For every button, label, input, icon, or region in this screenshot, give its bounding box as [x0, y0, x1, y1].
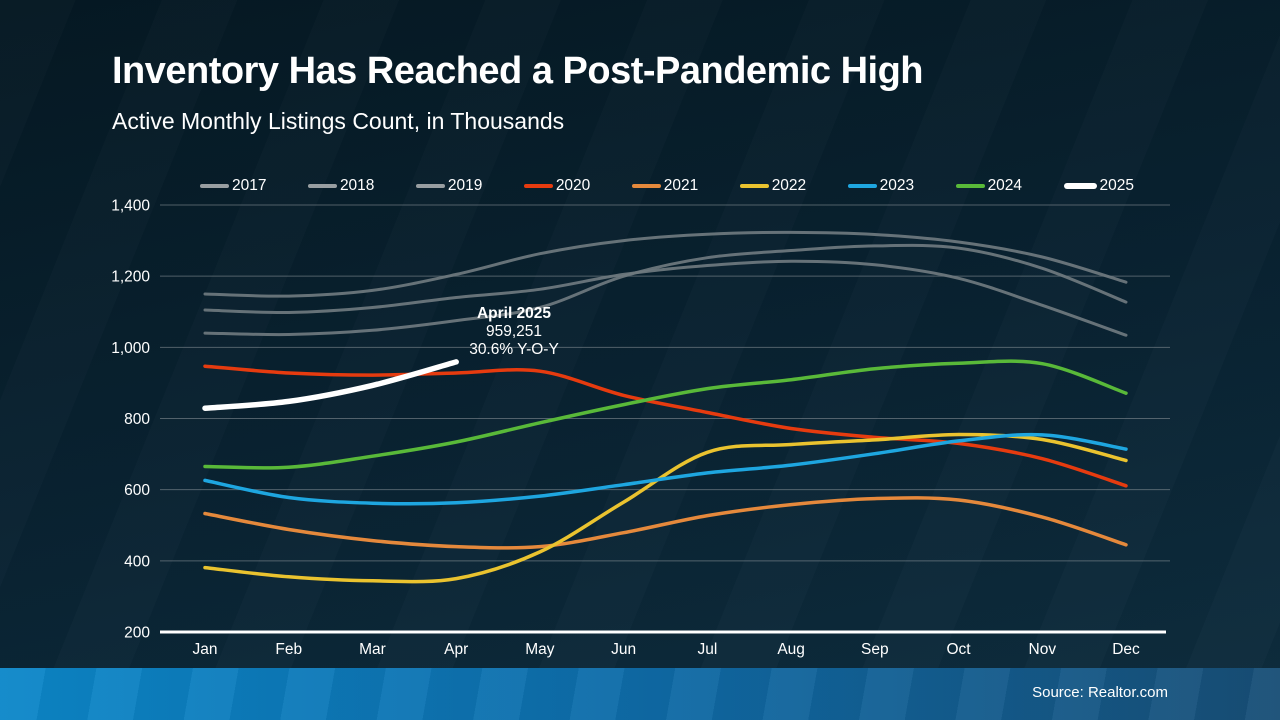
x-tick-label-sep: Sep: [861, 641, 889, 658]
x-tick-label-aug: Aug: [777, 641, 805, 658]
legend-item-2024: 2024: [955, 177, 1023, 195]
legend-swatch-2018: [307, 184, 337, 188]
x-tick-label-nov: Nov: [1029, 641, 1057, 658]
x-tick-label-dec: Dec: [1112, 641, 1140, 658]
y-tick-label-1400: 1,400: [111, 198, 150, 215]
footer-bar: Source: Realtor.com: [0, 668, 1280, 720]
legend-swatch-2023: [847, 184, 877, 188]
x-tick-label-feb: Feb: [275, 641, 302, 658]
legend-label-2017: 2017: [232, 177, 267, 194]
legend-label-2024: 2024: [987, 177, 1023, 194]
x-tick-label-apr: Apr: [444, 641, 468, 658]
gridlines: [160, 204, 1170, 634]
legend-swatch-2021: [631, 184, 661, 188]
legend-label-2019: 2019: [447, 177, 483, 194]
series-line-2025: [202, 359, 459, 411]
source-text: Source: Realtor.com: [1032, 684, 1168, 701]
legend-swatch-2017: [200, 184, 229, 188]
x-tick-label-mar: Mar: [359, 641, 386, 658]
y-tick-label-1000: 1,000: [111, 340, 150, 357]
x-tick-label-jan: Jan: [193, 641, 218, 658]
legend-swatch-2024: [955, 184, 985, 188]
series-line-2021: [203, 496, 1128, 550]
legend-item-2022: 2022: [739, 177, 807, 195]
y-tick-label-600: 600: [124, 482, 150, 499]
legend-swatch-2022: [739, 184, 769, 188]
y-tick-label-1200: 1,200: [111, 269, 150, 286]
x-tick-label-jul: Jul: [697, 641, 717, 658]
series-line-2020: [203, 364, 1128, 488]
legend-item-2019: 2019: [415, 177, 483, 195]
legend-label-2022: 2022: [771, 177, 807, 194]
annotation-title: April 2025: [476, 305, 552, 322]
series-line-2023: [203, 432, 1128, 506]
annotation-value: 959,251: [485, 323, 543, 340]
legend-label-2025: 2025: [1099, 177, 1134, 194]
legend-item-2020: 2020: [523, 177, 591, 195]
y-tick-label-200: 200: [124, 625, 150, 642]
series-line-2024: [203, 359, 1128, 470]
series-line-2019: [203, 259, 1128, 337]
y-tick-label-800: 800: [124, 411, 150, 428]
chart-annotation: April 2025 959,251 30.6% Y-O-Y: [469, 305, 559, 359]
chart-legend: 2017 2018 2019 2020 2021 2022 2023 2024 2025: [200, 176, 1134, 196]
legend-swatch-2020: [523, 184, 553, 188]
series-lines: [202, 230, 1128, 584]
legend-label-2018: 2018: [339, 177, 375, 194]
x-tick-label-jun: Jun: [611, 641, 636, 658]
series-line-2017: [203, 230, 1128, 298]
x-tick-label-oct: Oct: [947, 641, 972, 658]
page-subtitle: Active Monthly Listings Count, in Thousa…: [112, 108, 565, 134]
series-line-2018: [203, 243, 1128, 337]
legend-swatch-2025: [1063, 183, 1097, 189]
legend-item-2021: 2021: [631, 177, 699, 195]
legend-swatch-2019: [415, 184, 445, 188]
page-title: Inventory Has Reached a Post-Pandemic Hi…: [112, 50, 924, 92]
y-tick-label-400: 400: [124, 553, 150, 570]
legend-item-2018: 2018: [307, 177, 375, 195]
legend-item-2023: 2023: [847, 177, 915, 195]
legend-label-2020: 2020: [555, 177, 591, 194]
x-tick-label-may: May: [525, 641, 555, 658]
legend-item-2025: 2025: [1063, 177, 1134, 195]
annotation-yoy: 30.6% Y-O-Y: [469, 341, 559, 358]
series-line-2022: [203, 432, 1128, 584]
legend-item-2017: 2017: [200, 177, 266, 195]
legend-label-2023: 2023: [879, 177, 915, 194]
axis-labels: 1,400 1,200 1,000 800 600 400 200 Jan Feb Mar Apr M…: [111, 198, 1140, 659]
legend-label-2021: 2021: [663, 177, 699, 194]
